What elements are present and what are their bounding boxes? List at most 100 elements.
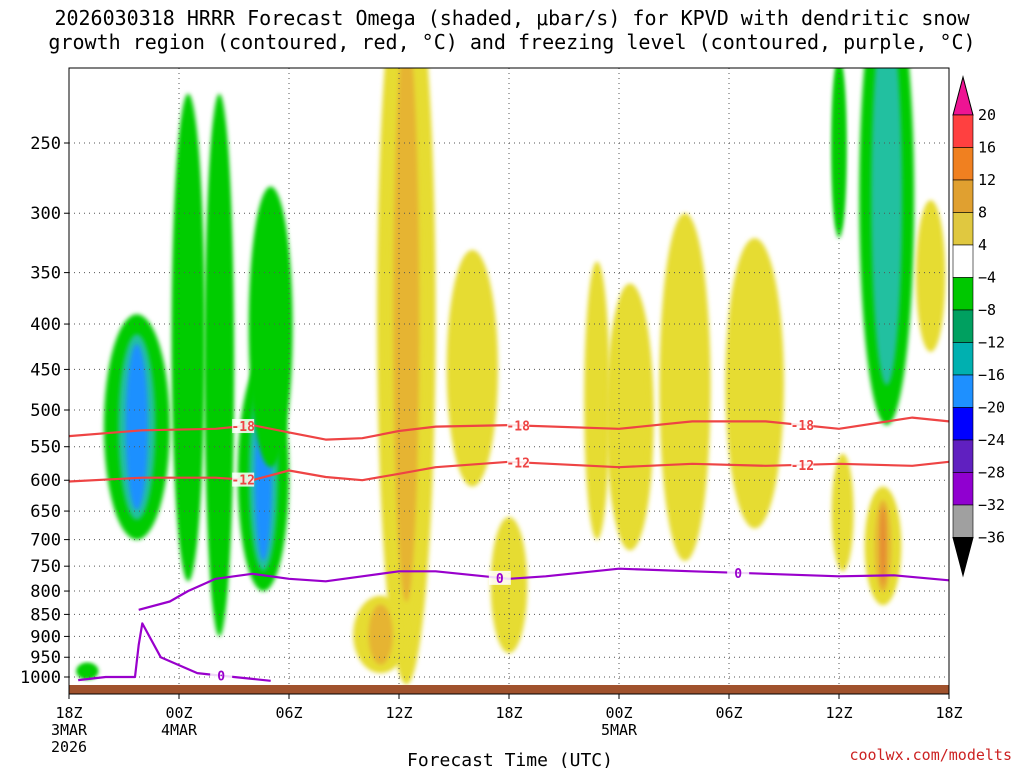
omega-cell-downdraft-08z-5mar: [725, 238, 785, 529]
omega-cell-updraft-13z-top-ring-1: [833, 68, 845, 231]
omega-cell-downdraft-08z-5mar-ring-0: [725, 238, 785, 529]
credit-text: coolwx.com/modelts: [849, 746, 1012, 764]
colorbar-segment-3: [952, 212, 974, 246]
y-tick-label-1000: 1000: [20, 668, 61, 688]
omega-cell-updraft-low-left-ring-1: [78, 663, 96, 679]
x-tick-label-7: 12Z: [825, 704, 852, 722]
colorbar-segment-8: [952, 374, 974, 408]
colorbar-label-5: −4: [978, 269, 996, 287]
x-tick-label-2: 06Z: [275, 704, 302, 722]
colorbar-label-10: −24: [978, 431, 1005, 449]
x-tick-label-4: 18Z: [495, 704, 522, 722]
omega-cell-downdraft-01z-5mar-ring-1: [612, 298, 648, 536]
omega-cell-updraft-03z-ring-1: [207, 117, 231, 613]
y-tick-label-650: 650: [30, 502, 61, 522]
contour-label-dgz-minus18-1: -18: [506, 419, 530, 434]
omega-cell-downdraft-04z-5mar-ring-0: [659, 213, 711, 562]
colorbar-label-0: 20: [978, 106, 996, 124]
x-tick-sublabel-5: 5MAR: [601, 721, 638, 739]
colorbar-segment-5: [952, 277, 974, 311]
omega-cell-updraft-03z: [204, 93, 234, 637]
y-tick-label-750: 750: [30, 557, 61, 577]
y-tick-label-950: 950: [30, 648, 61, 668]
x-tick-label-5: 00Z: [605, 704, 632, 722]
colorbar-segment-7: [952, 342, 974, 376]
y-tick-label-400: 400: [30, 315, 61, 335]
contour-label-dgz-minus18-0: -18: [231, 420, 255, 435]
y-tick-label-600: 600: [30, 471, 61, 491]
omega-cell-updraft-15z-5mar: [859, 68, 915, 426]
y-tick-label-250: 250: [30, 134, 61, 154]
colorbar-label-2: 12: [978, 171, 996, 189]
omega-cell-updraft-13z-top: [831, 68, 847, 239]
omega-cell-downdraft-01z-5mar: [606, 283, 654, 551]
omega-cell-downdraft-13z-5mar: [831, 453, 854, 572]
colorbar-label-7: −12: [978, 334, 1005, 352]
x-tick-label-8: 18Z: [935, 704, 962, 722]
omega-cell-downdraft-09z-low-ring-2: [368, 604, 393, 665]
omega-cell-updraft-late3mar: [103, 314, 170, 540]
colorbar-label-1: 16: [978, 139, 996, 157]
contour-label-bg-freezing-level-0: [488, 570, 511, 585]
x-axis-label: Forecast Time (UTC): [407, 750, 613, 768]
omega-cell-updraft-04z-upper: [248, 186, 293, 468]
omega-cell-downdraft-17z: [490, 516, 528, 654]
contour-label-freezing-level-1: 0: [734, 567, 742, 582]
contour-label-bg-dgz-minus12-2: [791, 457, 814, 472]
omega-cell-updraft-04z-upper-ring-1: [253, 198, 288, 455]
colorbar-label-13: −36: [978, 529, 1005, 547]
contour-label-bg-dgz-minus18-0: [232, 419, 255, 434]
omega-cell-updraft-low-left: [76, 663, 99, 679]
colorbar-label-9: −20: [978, 399, 1005, 417]
axes: 2503003504004505005506006507007508008509…: [20, 67, 963, 756]
colorbar-label-3: 8: [978, 204, 987, 222]
y-tick-label-700: 700: [30, 531, 61, 551]
x-tick-sublabel-0: 3MAR: [51, 721, 88, 739]
contour-label-freezing-level-lower-0: 0: [217, 670, 225, 685]
y-tick-label-550: 550: [30, 438, 61, 458]
x-tick-label-0: 18Z: [55, 704, 82, 722]
y-tick-label-900: 900: [30, 627, 61, 647]
title-line-2: growth region (contoured, red, °C) and f…: [48, 30, 976, 54]
omega-cell-updraft-15z-5mar-ring-2: [871, 68, 903, 386]
colorbar-segment-6: [952, 309, 974, 343]
omega-cell-updraft-late3mar-ring-3: [125, 344, 149, 510]
colorbar-segment-9: [952, 407, 974, 441]
y-tick-label-300: 300: [30, 204, 61, 224]
omega-cell-updraft-00z: [171, 93, 205, 582]
y-tick-label-800: 800: [30, 582, 61, 602]
contour-freezing-level: [138, 567, 949, 611]
colorbar: 20 16 12 8 4 −4 −8 −12 −16 −20 −24 −28 −32 −36: [952, 75, 1005, 578]
colorbar-label-6: −8: [978, 301, 996, 319]
colorbar-label-11: −28: [978, 464, 1005, 482]
chart-title: 2026030318 HRRR Forecast Omega (shaded, …: [0, 6, 1024, 54]
x-tick-label-1: 00Z: [165, 704, 192, 722]
omega-cell-downdraft-17z-top-ring-0: [916, 200, 946, 352]
colorbar-segment-0: [952, 114, 974, 148]
contour-label-bg-dgz-minus12-0: [232, 472, 255, 487]
omega-cell-downdraft-10z: [377, 68, 436, 685]
omega-cell-downdraft-13z-5mar-ring-0: [831, 453, 854, 572]
y-tick-label-850: 850: [30, 605, 61, 625]
colorbar-top-arrow: [952, 75, 974, 116]
contour-label-bg-freezing-level-1: [727, 565, 750, 580]
colorbar-segment-1: [952, 147, 974, 181]
colorbar-bottom-arrow: [952, 537, 974, 578]
y-tick-label-350: 350: [30, 264, 61, 284]
colorbar-segment-12: [952, 504, 974, 538]
omega-cell-downdraft-17z-top: [916, 200, 946, 352]
x-tick-label-3: 12Z: [385, 704, 412, 722]
omega-cell-downdraft-17z-ring-0: [490, 516, 528, 654]
contour-label-bg-freezing-level-lower-0: [210, 668, 233, 683]
omega-cell-downdraft-15z: [446, 249, 499, 487]
contour-label-dgz-minus12-1: -12: [506, 456, 529, 471]
colorbar-label-12: −32: [978, 496, 1005, 514]
omega-cell-downdraft-22z-ring-0: [584, 261, 610, 540]
contour-label-dgz-minus12-2: -12: [791, 459, 814, 474]
x-tick-sublabel2-0: 2026: [51, 738, 87, 756]
contour-lines: -18 -18 -18 -12 -12 -12 0 0 0: [69, 416, 949, 685]
ground-surface: [69, 685, 949, 694]
y-tick-label-500: 500: [30, 401, 61, 421]
title-line-1: 2026030318 HRRR Forecast Omega (shaded, …: [54, 6, 970, 30]
omega-cell-downdraft-15z-ring-0: [446, 249, 499, 487]
